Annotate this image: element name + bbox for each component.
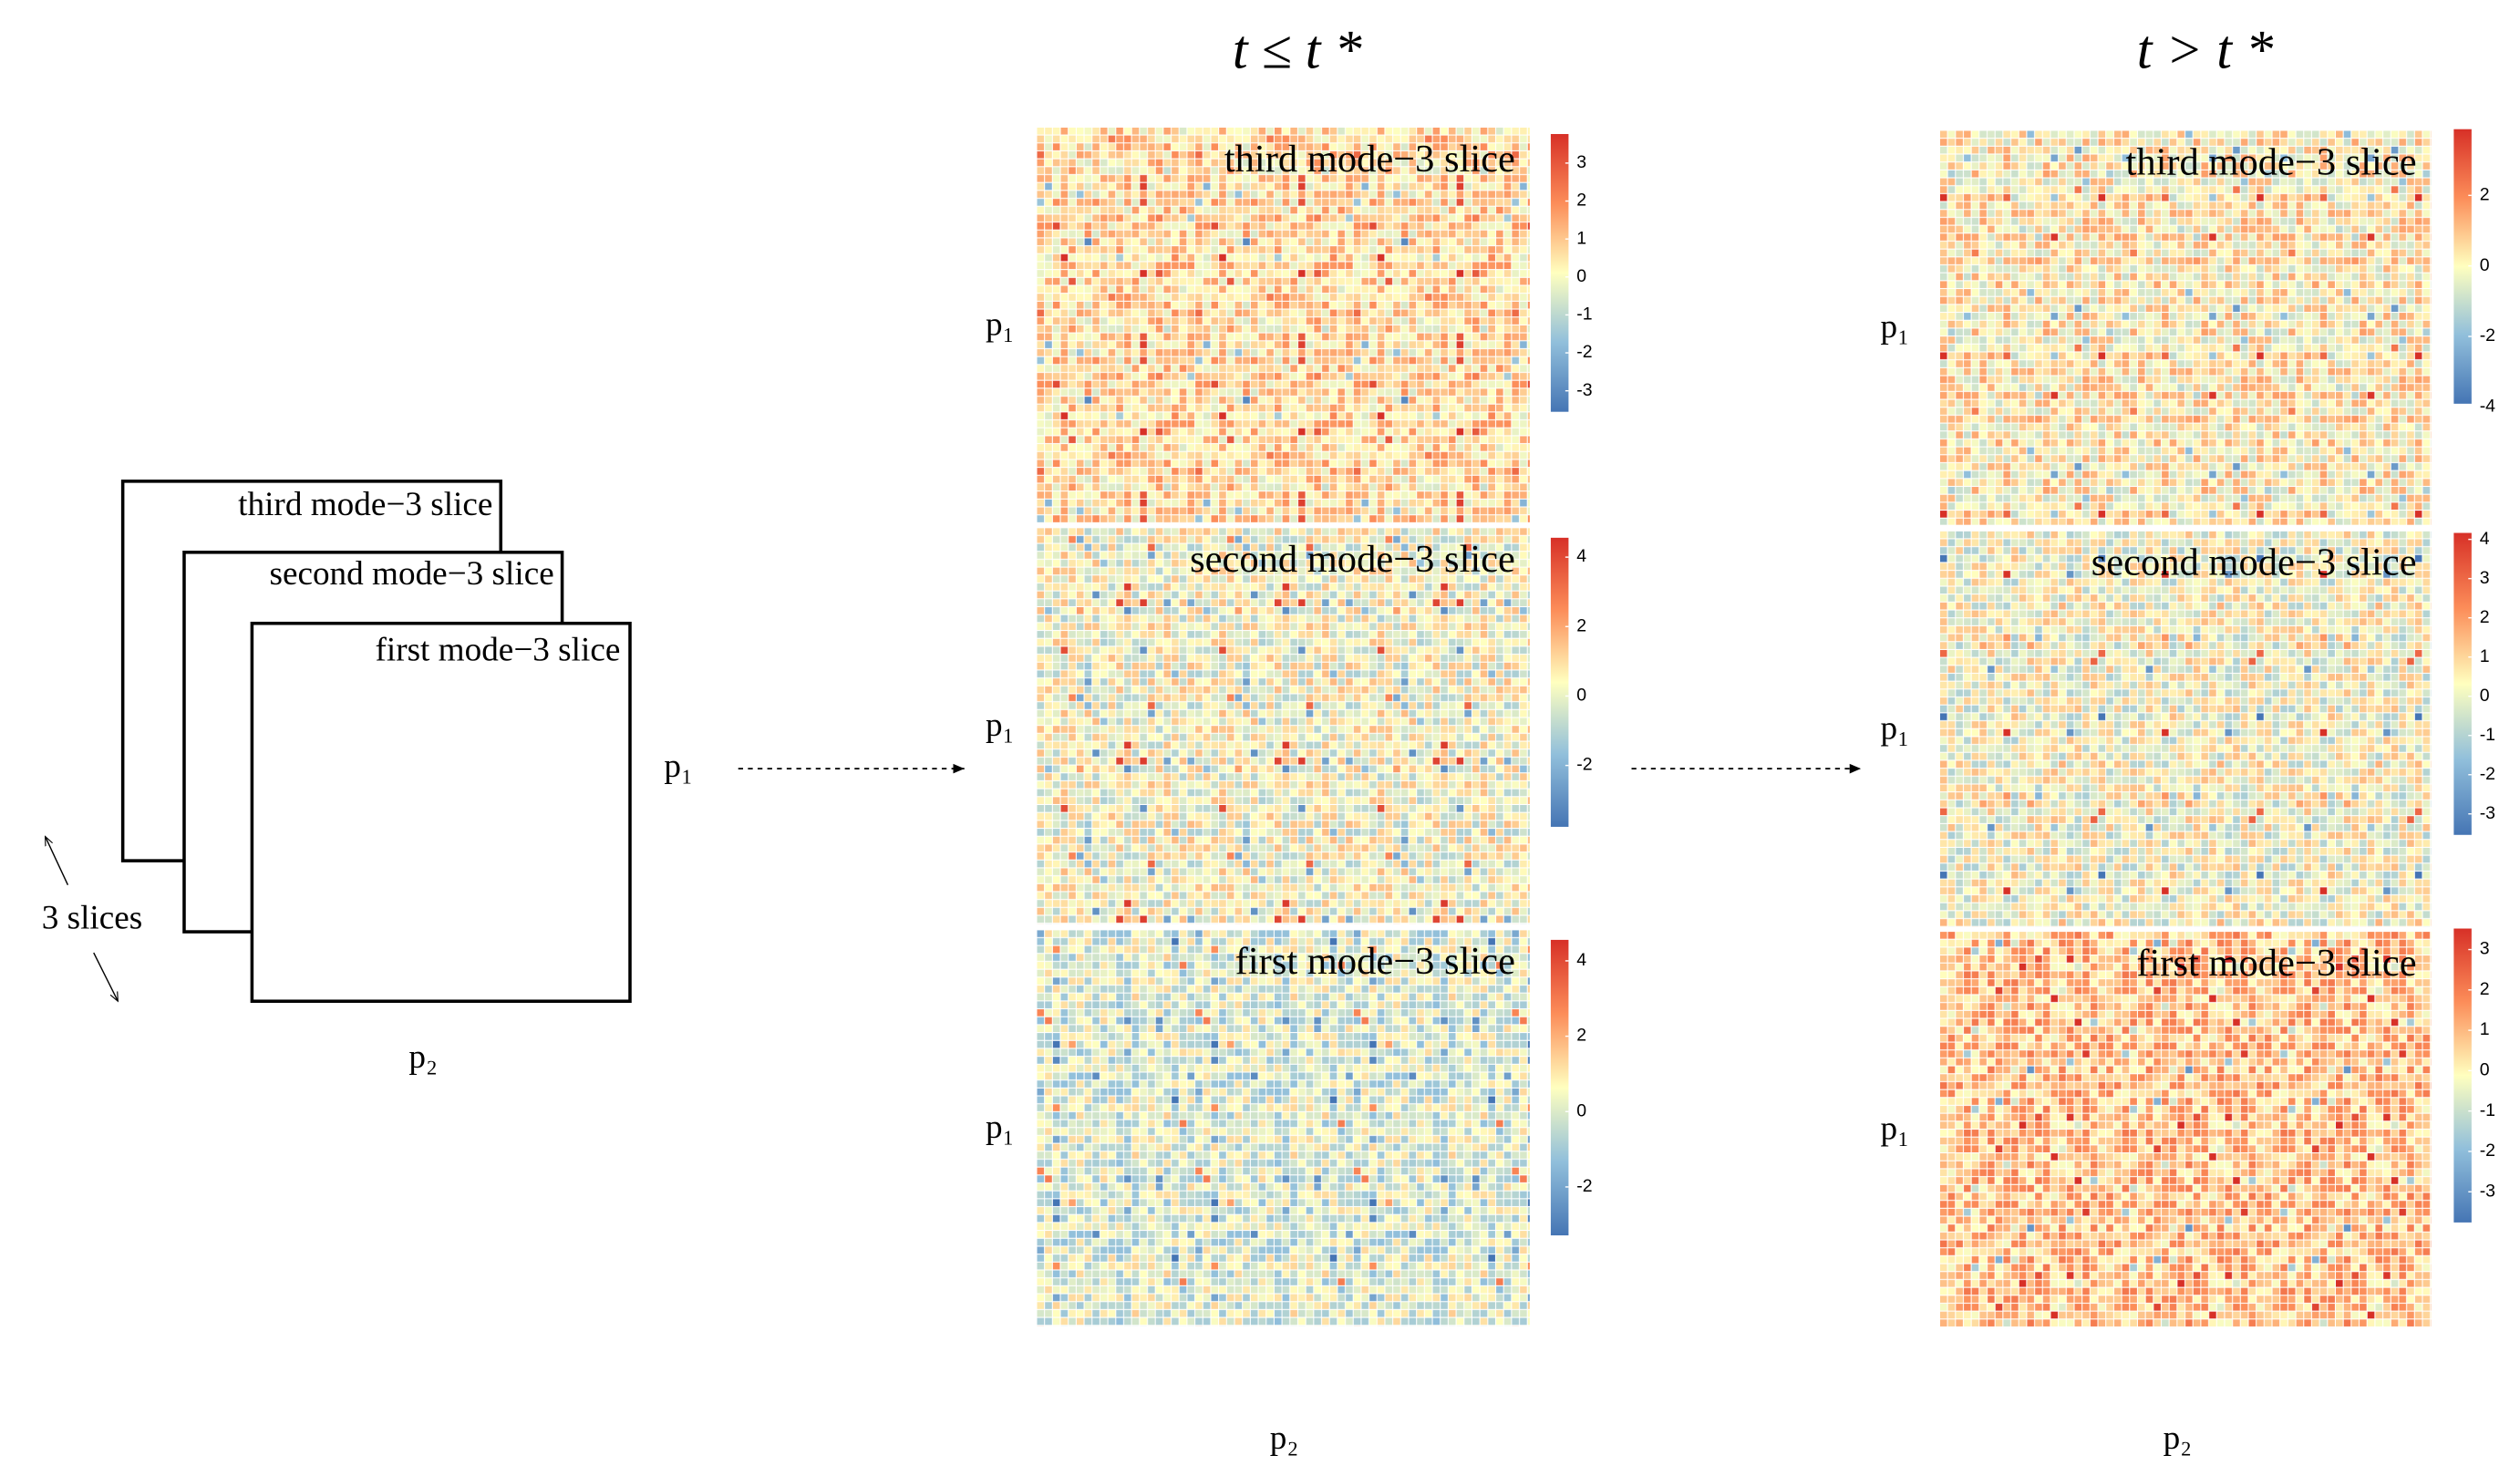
row-label: p₁ xyxy=(1881,308,1910,346)
colorbar-tick-label: 0 xyxy=(1576,1100,1586,1120)
colorbar-tick-label: -2 xyxy=(2480,764,2495,784)
row-label: p₁ xyxy=(986,1109,1015,1146)
colorbar-tick-label: -4 xyxy=(2480,397,2495,417)
heatmap-label: second mode−3 slice xyxy=(2091,542,2417,584)
colorbar-tick-label: 3 xyxy=(2480,568,2490,588)
colorbar-tick-label: -2 xyxy=(1576,1176,1592,1196)
colorbar-tick-label: 4 xyxy=(1576,546,1586,566)
colorbar xyxy=(2453,928,2472,1223)
colorbar-tick-label: 2 xyxy=(1576,191,1586,211)
colorbar-tick-label: 2 xyxy=(1576,615,1586,635)
colorbar-tick-label: 0 xyxy=(2480,1060,2490,1080)
row-label: p₁ xyxy=(986,306,1015,344)
colorbar-tick-label: -2 xyxy=(2480,1141,2495,1161)
slices-count: 3 slices xyxy=(42,900,143,937)
panel-title: t ≤ t * xyxy=(1233,19,1363,80)
colorbar-tick-label: 2 xyxy=(2480,607,2490,627)
row-label: p₁ xyxy=(986,707,1015,744)
colorbar-tick-label: 2 xyxy=(1576,1026,1586,1046)
slice-label: first mode−3 slice xyxy=(375,631,620,668)
colorbar xyxy=(2453,129,2472,404)
slice-label: third mode−3 slice xyxy=(238,486,492,523)
arrow xyxy=(44,837,69,885)
row-label: p₁ xyxy=(1881,1110,1910,1148)
colorbar-tick-label: -3 xyxy=(1576,380,1592,400)
heatmap xyxy=(1939,130,2432,525)
colorbar-tick-label: 1 xyxy=(2480,646,2490,666)
colorbar-tick-label: 4 xyxy=(2480,529,2490,549)
panel-title: t > t * xyxy=(2137,19,2274,80)
colorbar-tick-label: -2 xyxy=(1576,755,1592,775)
colorbar-tick-label: 2 xyxy=(2480,184,2490,204)
row-label: p₁ xyxy=(664,748,693,785)
colorbar-tick-label: 1 xyxy=(2480,1019,2490,1039)
col-label: p₂ xyxy=(2164,1419,2193,1457)
colorbar-tick-label: 2 xyxy=(2480,979,2490,999)
colorbar-tick-label: -1 xyxy=(2480,725,2495,745)
colorbar-tick-label: 0 xyxy=(2480,255,2490,275)
heatmap-label: second mode−3 slice xyxy=(1190,538,1515,581)
colorbar xyxy=(1550,134,1569,412)
heatmap xyxy=(1939,932,2432,1328)
colorbar-tick-label: -2 xyxy=(2480,325,2495,346)
heatmap xyxy=(1037,127,1530,523)
heatmap xyxy=(1037,930,1530,1326)
colorbar xyxy=(2453,532,2472,835)
heatmap-label: third mode−3 slice xyxy=(2126,140,2417,183)
slice-label: second mode−3 slice xyxy=(269,555,553,593)
col-label: p₂ xyxy=(1270,1419,1299,1457)
heatmap-label: first mode−3 slice xyxy=(1235,940,1515,983)
heatmap-label: third mode−3 slice xyxy=(1224,138,1515,181)
colorbar-tick-label: -3 xyxy=(2480,803,2495,823)
col-label: p₂ xyxy=(408,1038,438,1076)
heatmap xyxy=(1037,528,1530,924)
colorbar-tick-label: 3 xyxy=(1576,152,1586,172)
colorbar-tick-label: 0 xyxy=(1576,686,1586,706)
colorbar-tick-label: 0 xyxy=(2480,686,2490,706)
colorbar-tick-label: -1 xyxy=(1576,304,1592,325)
colorbar-tick-label: -3 xyxy=(2480,1181,2495,1201)
slice-box xyxy=(250,621,632,1003)
row-label: p₁ xyxy=(1881,709,1910,747)
colorbar xyxy=(1550,939,1569,1236)
colorbar-tick-label: 0 xyxy=(1576,266,1586,286)
colorbar-tick-label: -1 xyxy=(2480,1100,2495,1120)
colorbar-tick-label: 3 xyxy=(2480,939,2490,959)
colorbar xyxy=(1550,537,1569,827)
colorbar-tick-label: -2 xyxy=(1576,342,1592,362)
colorbar-tick-label: 4 xyxy=(1576,950,1586,970)
arrow xyxy=(93,952,119,1001)
heatmap xyxy=(1939,531,2432,927)
heatmap-label: first mode−3 slice xyxy=(2136,942,2416,985)
colorbar-tick-label: 1 xyxy=(1576,228,1586,248)
